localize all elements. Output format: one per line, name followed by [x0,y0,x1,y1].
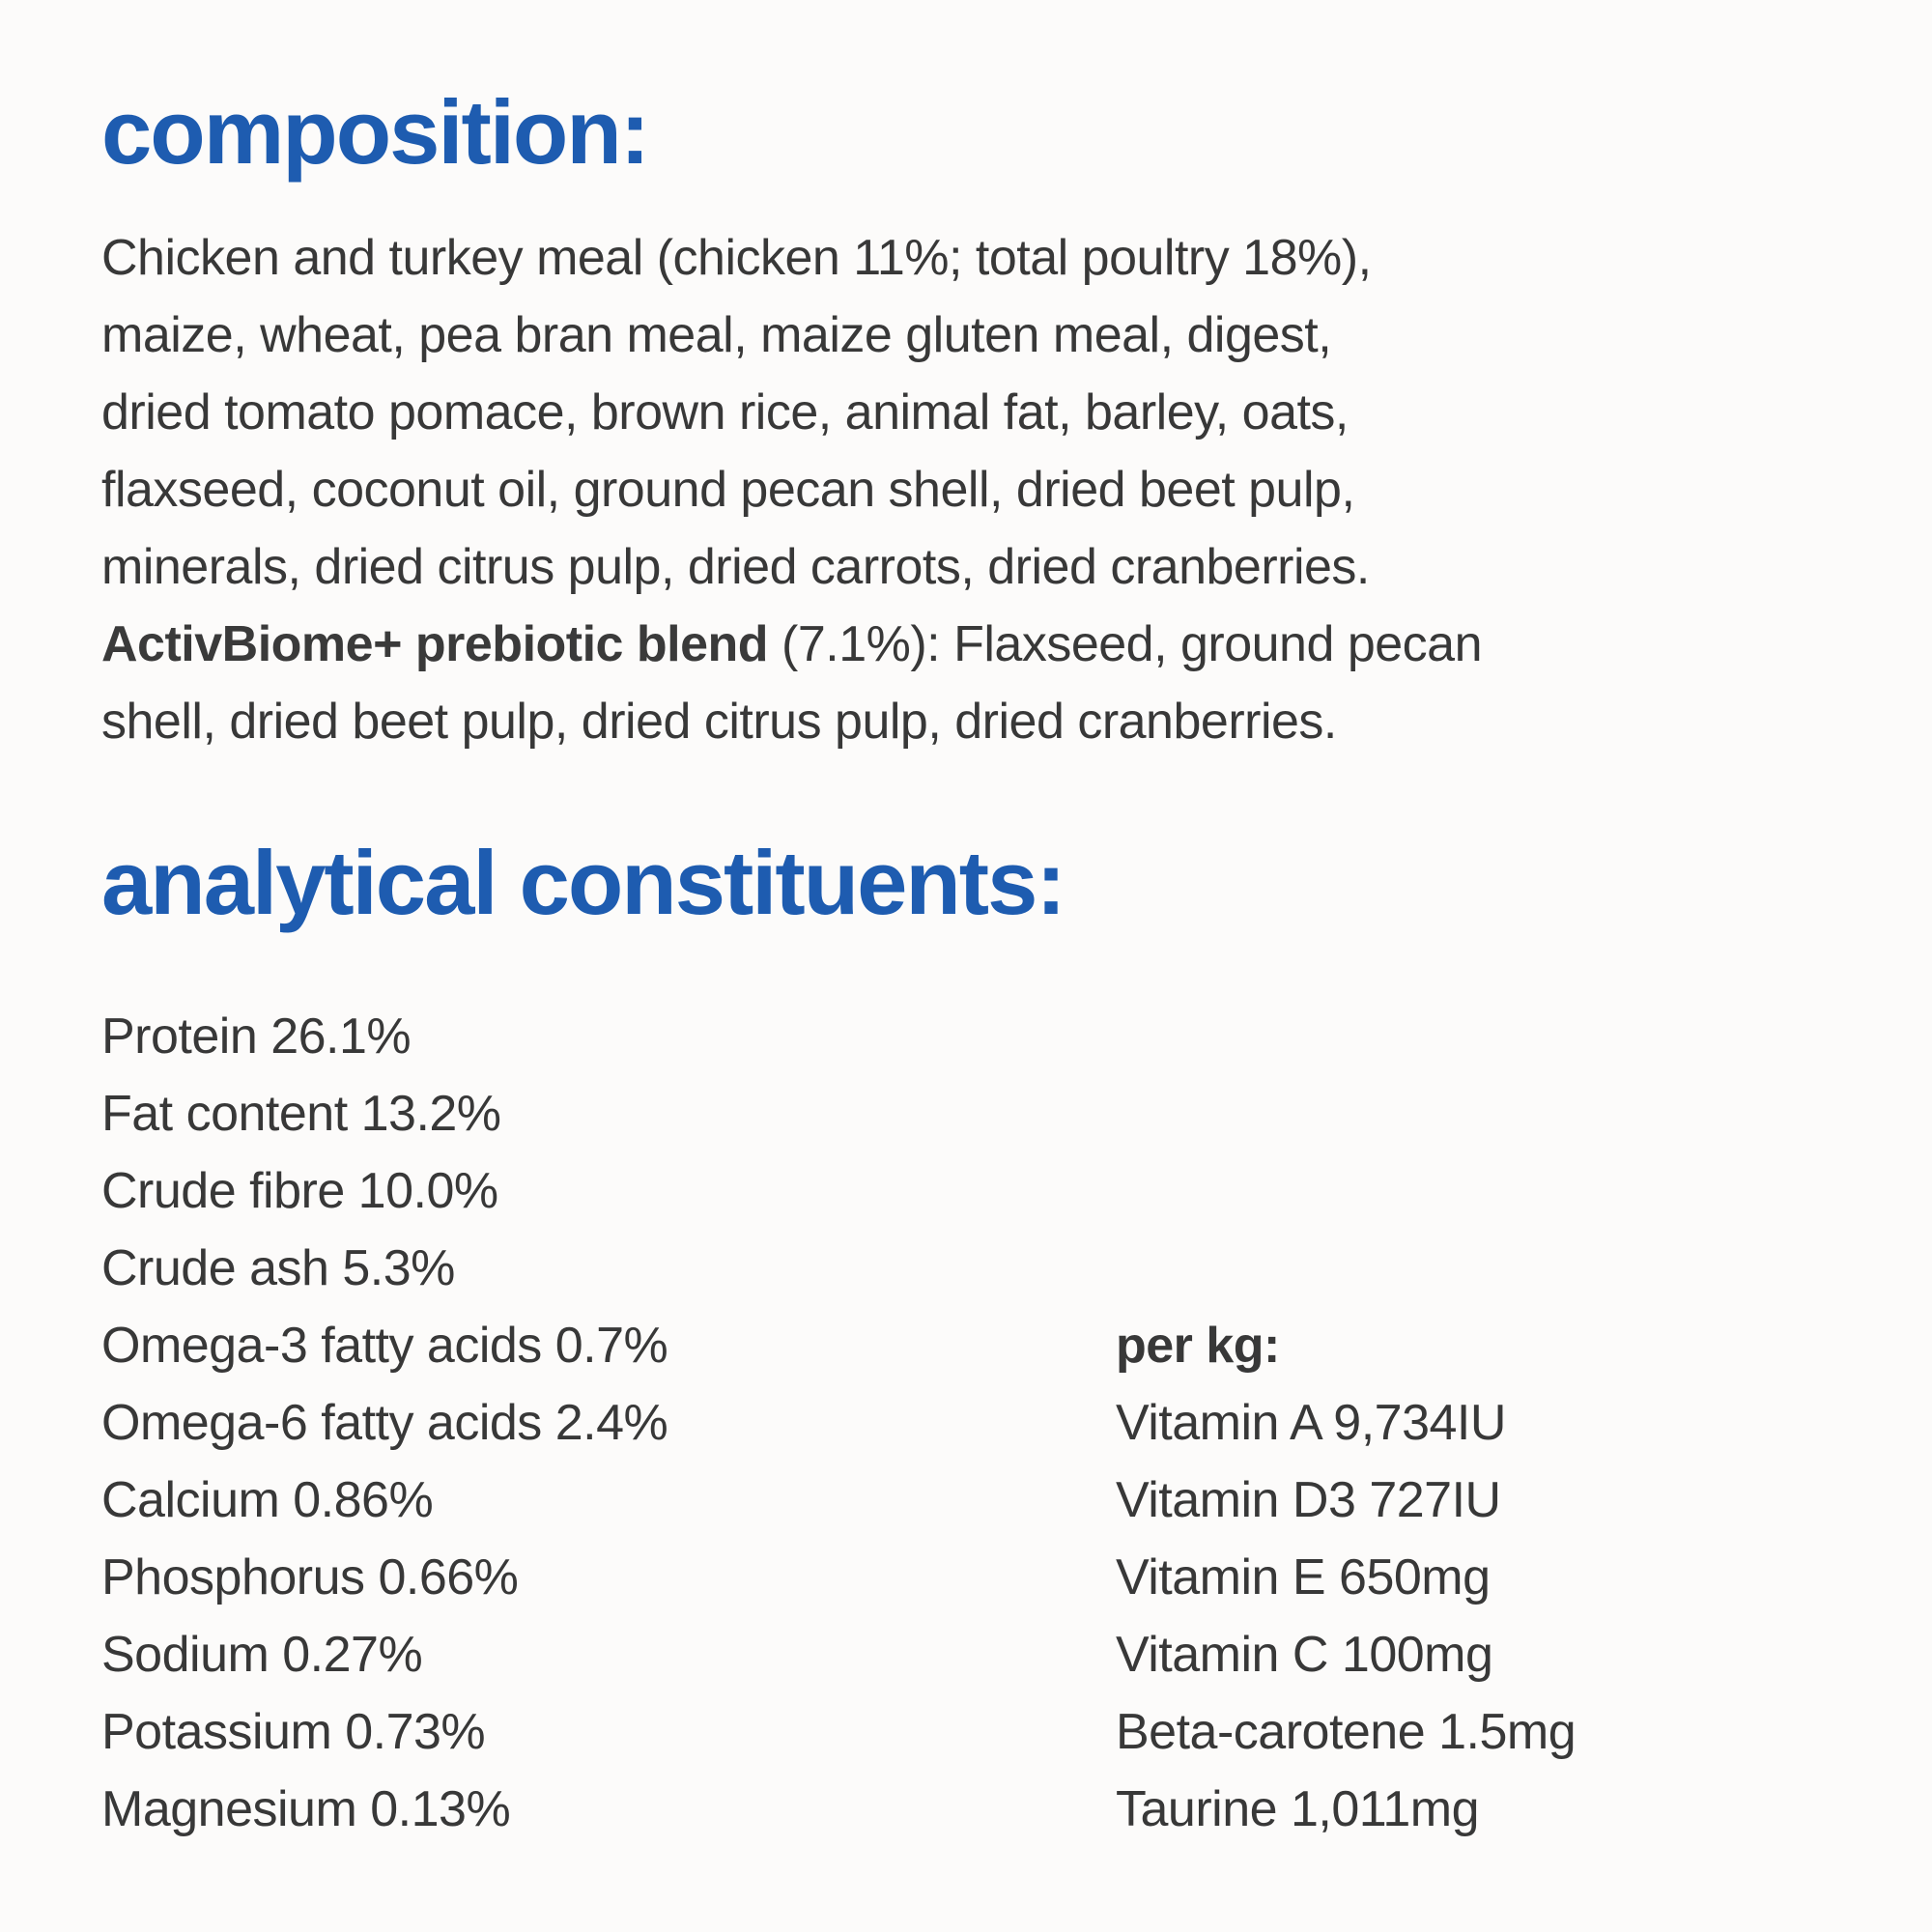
composition-line: minerals, dried citrus pulp, dried carro… [101,538,1370,595]
constituent-item: Magnesium 0.13% [101,1781,511,1838]
constituents-list: Protein 26.1% Fat content 13.2% Crude fi… [101,998,1116,1848]
per-kg-item: Vitamin A 9,734IU [1116,1395,1506,1452]
constituent-item: Sodium 0.27% [101,1627,423,1684]
per-kg-item: Vitamin D3 727IU [1116,1472,1501,1529]
composition-line: flaxseed, coconut oil, ground pecan shel… [101,461,1355,518]
composition-text: Chicken and turkey meal (chicken 11%; to… [101,219,1864,760]
composition-heading: composition: [101,81,650,183]
constituent-item: Crude ash 5.3% [101,1240,455,1297]
constituent-item: Fat content 13.2% [101,1086,501,1143]
composition-line: shell, dried beet pulp, dried citrus pul… [101,693,1337,750]
per-kg-item: Vitamin E 650mg [1116,1549,1491,1606]
composition-line: Chicken and turkey meal (chicken 11%; to… [101,229,1372,286]
constituent-item: Phosphorus 0.66% [101,1549,519,1606]
activbiome-bold-label: ActivBiome+ prebiotic blend [101,615,769,672]
per-kg-item: Taurine 1,011mg [1116,1781,1480,1838]
constituent-item: Potassium 0.73% [101,1704,486,1761]
constituent-item: Crude fibre 10.0% [101,1163,498,1220]
per-kg-item: Beta-carotene 1.5mg [1116,1704,1577,1761]
constituent-item: Omega-3 fatty acids 0.7% [101,1318,668,1375]
per-kg-item: Vitamin C 100mg [1116,1627,1493,1684]
prebiotic-rest-text: (7.1%): Flaxseed, ground pecan [768,615,1483,672]
pet-food-label: composition: Chicken and turkey meal (ch… [101,81,1864,1848]
composition-line-prebiotic: ActivBiome+ prebiotic blend (7.1%): Flax… [101,606,1864,683]
per-kg-list: per kg: Vitamin A 9,734IU Vitamin D3 727… [1116,1307,1577,1848]
per-kg-label: per kg: [1116,1318,1280,1375]
composition-line: maize, wheat, pea bran meal, maize glute… [101,306,1332,363]
analytical-constituents-heading: analytical constituents: [101,831,1066,933]
constituent-item: Protein 26.1% [101,1009,412,1065]
composition-line: dried tomato pomace, brown rice, animal … [101,384,1349,440]
constituents-columns: Protein 26.1% Fat content 13.2% Crude fi… [101,998,1864,1848]
constituent-item: Calcium 0.86% [101,1472,434,1529]
constituent-item: Omega-6 fatty acids 2.4% [101,1395,668,1452]
